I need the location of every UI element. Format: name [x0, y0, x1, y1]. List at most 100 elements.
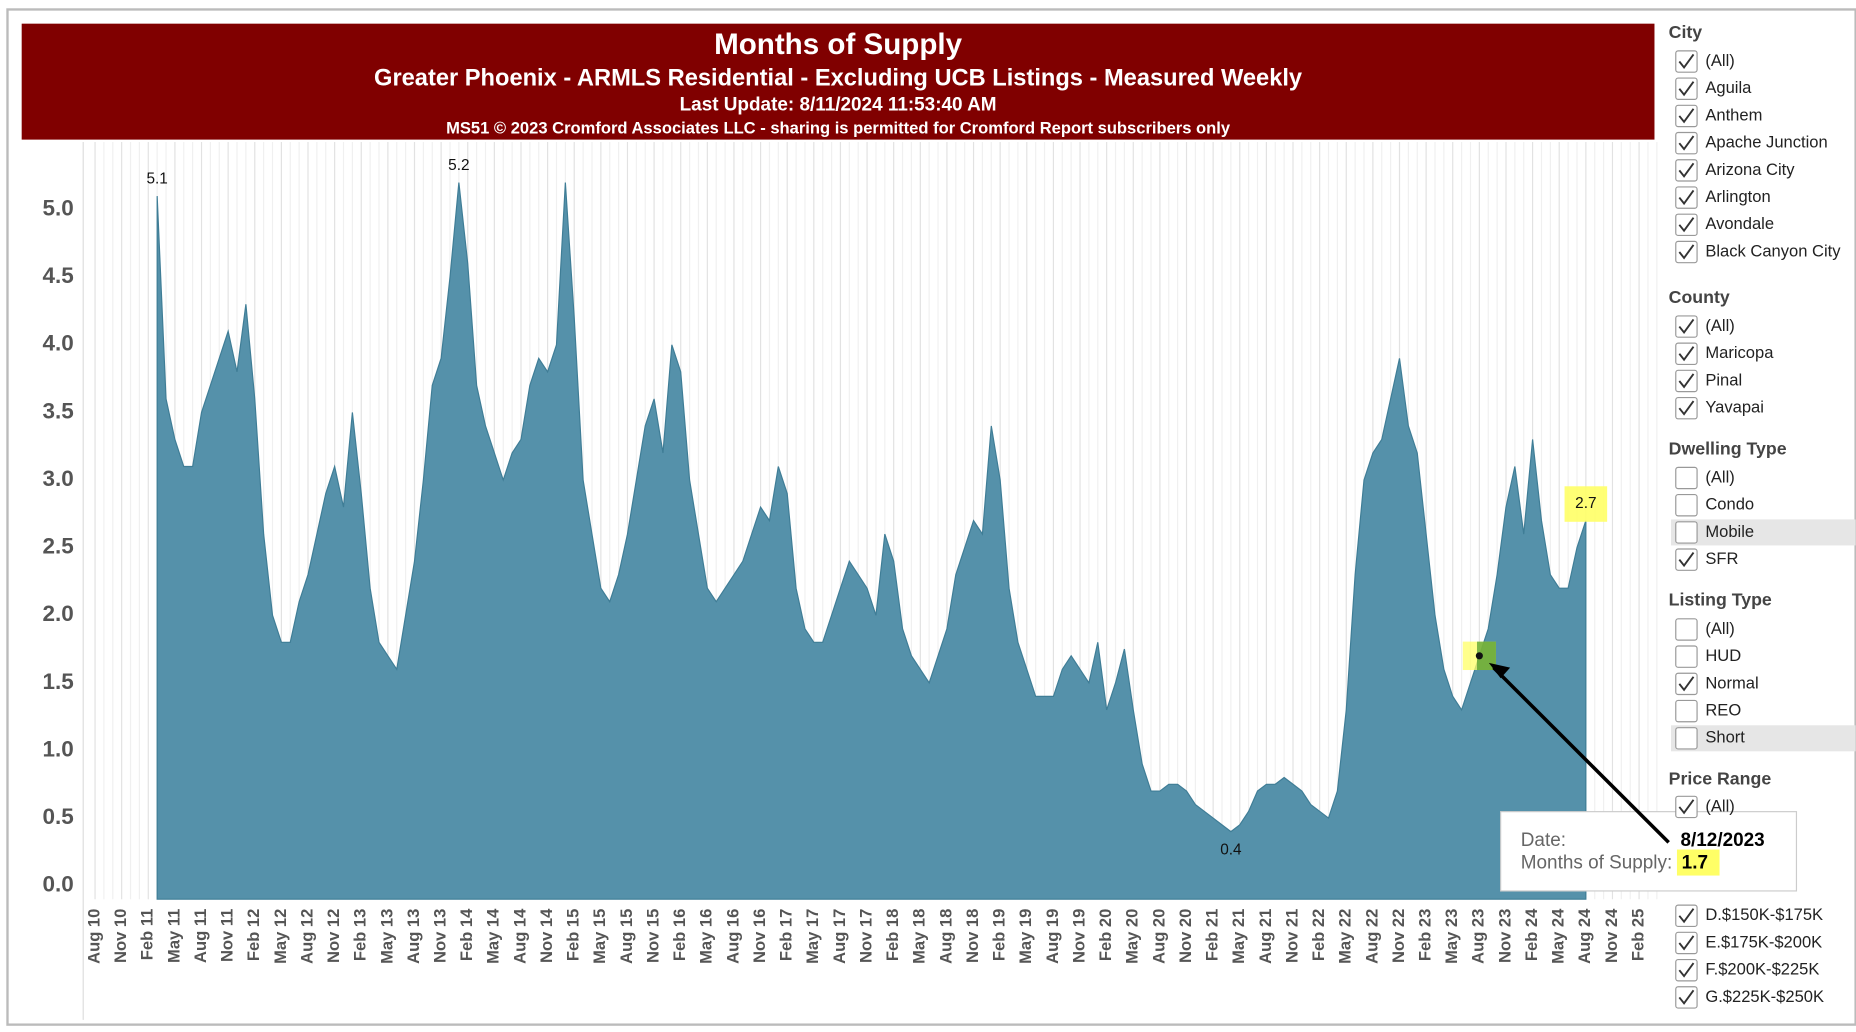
x-tick-label: Aug 11 [191, 909, 210, 963]
checkbox[interactable] [1675, 904, 1698, 928]
tooltip-value-highlight [1676, 849, 1720, 876]
checkbox[interactable] [1675, 213, 1698, 237]
x-tick-label: May 23 [1442, 909, 1461, 964]
checkbox[interactable] [1675, 159, 1698, 182]
checkbox[interactable] [1675, 466, 1698, 490]
filter-item[interactable]: Maricopa [1705, 343, 1774, 362]
x-tick-label: May 12 [271, 909, 290, 964]
x-tick-label: Nov 22 [1389, 909, 1408, 963]
checkbox[interactable] [1675, 645, 1698, 668]
filter-item[interactable]: Normal [1705, 673, 1758, 692]
area [156, 182, 1587, 900]
subtitle: Greater Phoenix - ARMLS Residential - Ex… [374, 66, 1303, 92]
x-tick-label: Feb 14 [457, 908, 476, 961]
x-tick-label: Aug 22 [1362, 909, 1381, 964]
y-tick-label: 1.0 [42, 736, 73, 761]
filter-item[interactable]: G.$225K-$250K [1705, 987, 1824, 1006]
x-tick-label: May 19 [1016, 909, 1035, 964]
filter-item[interactable]: Yavapai [1705, 398, 1764, 417]
filter-item[interactable]: F.$200K-$225K [1705, 960, 1819, 979]
checkbox[interactable] [1675, 521, 1698, 544]
hover-mark [1476, 641, 1496, 671]
filter-item[interactable]: Pinal [1705, 370, 1742, 389]
checkbox[interactable] [1675, 727, 1698, 750]
x-tick-label: Feb 21 [1203, 909, 1222, 961]
checkbox[interactable] [1675, 186, 1698, 209]
checkbox[interactable] [1675, 699, 1698, 723]
filter-item[interactable]: (All) [1705, 316, 1734, 335]
filter-row-hover [1671, 519, 1856, 546]
x-tick-label: Feb 11 [138, 909, 157, 961]
x-tick-label: Aug 24 [1575, 908, 1594, 964]
x-tick-label: May 17 [803, 909, 822, 964]
filter-item[interactable]: REO [1705, 700, 1741, 719]
filter-item[interactable]: D.$150K-$175K [1705, 905, 1823, 924]
y-tick-label: 2.5 [42, 534, 73, 559]
checkbox[interactable] [1675, 795, 1698, 819]
annotation: 0.4 [1220, 842, 1242, 859]
checkbox[interactable] [1675, 931, 1698, 955]
x-tick-label: May 20 [1123, 909, 1142, 964]
x-tick-label: Aug 21 [1256, 909, 1275, 964]
checkbox[interactable] [1675, 77, 1698, 100]
filter-item[interactable]: Mobile [1705, 522, 1754, 541]
filter-item[interactable]: Anthem [1705, 105, 1762, 124]
x-tick-label: Aug 15 [617, 909, 636, 964]
checkbox[interactable] [1675, 672, 1698, 696]
filter-item[interactable]: Avondale [1705, 214, 1774, 233]
x-tick-label: Nov 20 [1176, 909, 1195, 963]
filter-item[interactable]: SFR [1705, 549, 1738, 568]
filter-item[interactable]: (All) [1705, 796, 1734, 815]
checkbox[interactable] [1675, 548, 1698, 571]
filter-item[interactable]: E.$175K-$200K [1705, 932, 1822, 951]
checkmark [1678, 346, 1695, 362]
filter-item[interactable]: (All) [1705, 51, 1734, 70]
x-tick-label: Feb 25 [1628, 909, 1647, 961]
filter-item[interactable]: Aguila [1705, 78, 1752, 97]
header-band [21, 23, 1655, 140]
checkbox[interactable] [1675, 986, 1698, 1009]
checkbox[interactable] [1675, 396, 1698, 420]
checkbox[interactable] [1675, 493, 1698, 517]
arrow [1492, 666, 1670, 844]
x-tick-label: May 11 [164, 909, 183, 963]
filter-item[interactable]: Arlington [1705, 187, 1770, 206]
checkbox[interactable] [1675, 131, 1698, 155]
checkmark [1678, 551, 1695, 568]
x-tick-label: May 21 [1229, 909, 1248, 964]
filter-item[interactable]: Short [1705, 728, 1745, 747]
checkmark [1678, 108, 1695, 124]
checkbox[interactable] [1675, 369, 1698, 393]
x-tick-label: Feb 13 [351, 909, 370, 961]
checkbox[interactable] [1675, 315, 1698, 338]
filter-item[interactable]: Apache Junction [1705, 133, 1827, 152]
checkmark [1678, 81, 1695, 97]
filter-item[interactable]: Condo [1705, 495, 1754, 514]
x-tick-label: Nov 14 [537, 908, 556, 963]
checkbox[interactable] [1675, 342, 1698, 366]
filter-item[interactable]: (All) [1705, 467, 1734, 486]
filter-item[interactable]: (All) [1705, 619, 1734, 638]
y-tick-label: 4.0 [42, 331, 73, 356]
filter-item[interactable]: Arizona City [1705, 160, 1795, 179]
checkbox[interactable] [1675, 50, 1698, 73]
filter-item[interactable]: Black Canyon City [1705, 241, 1841, 260]
checkmark [1678, 217, 1695, 233]
x-tick-label: May 24 [1549, 908, 1568, 964]
checkbox[interactable] [1675, 240, 1698, 264]
x-tick-label: May 13 [377, 909, 396, 964]
arrow-head [1488, 662, 1511, 679]
filter-title: Price Range [1669, 768, 1772, 788]
checkbox[interactable] [1675, 618, 1698, 641]
x-tick-label: Nov 12 [324, 909, 343, 963]
checkbox[interactable] [1675, 958, 1698, 982]
hover-point [1475, 652, 1483, 660]
y-tick-label: 4.5 [42, 263, 73, 288]
checkbox[interactable] [1675, 104, 1698, 128]
checkmark [1678, 908, 1695, 924]
filter-item[interactable]: HUD [1705, 646, 1741, 665]
tooltip-box [1500, 811, 1798, 892]
x-tick-label: Feb 12 [244, 909, 263, 961]
